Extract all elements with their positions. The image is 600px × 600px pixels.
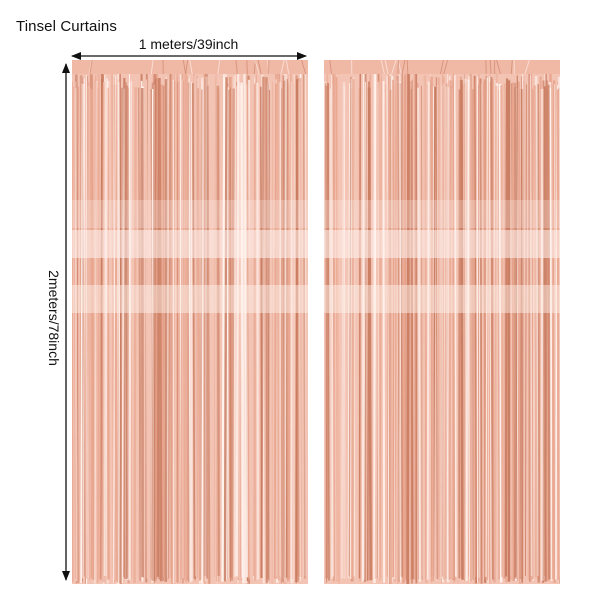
width-dimension-label: 1 meters/39inch [138,36,239,52]
height-dimension-label: 2meters/78inch [46,270,62,366]
tinsel-strands [324,60,560,584]
tinsel-curtain-left [72,60,308,584]
tinsel-curtain-right [324,60,560,584]
tinsel-strands [72,60,308,584]
image-title: Tinsel Curtains [16,18,117,35]
